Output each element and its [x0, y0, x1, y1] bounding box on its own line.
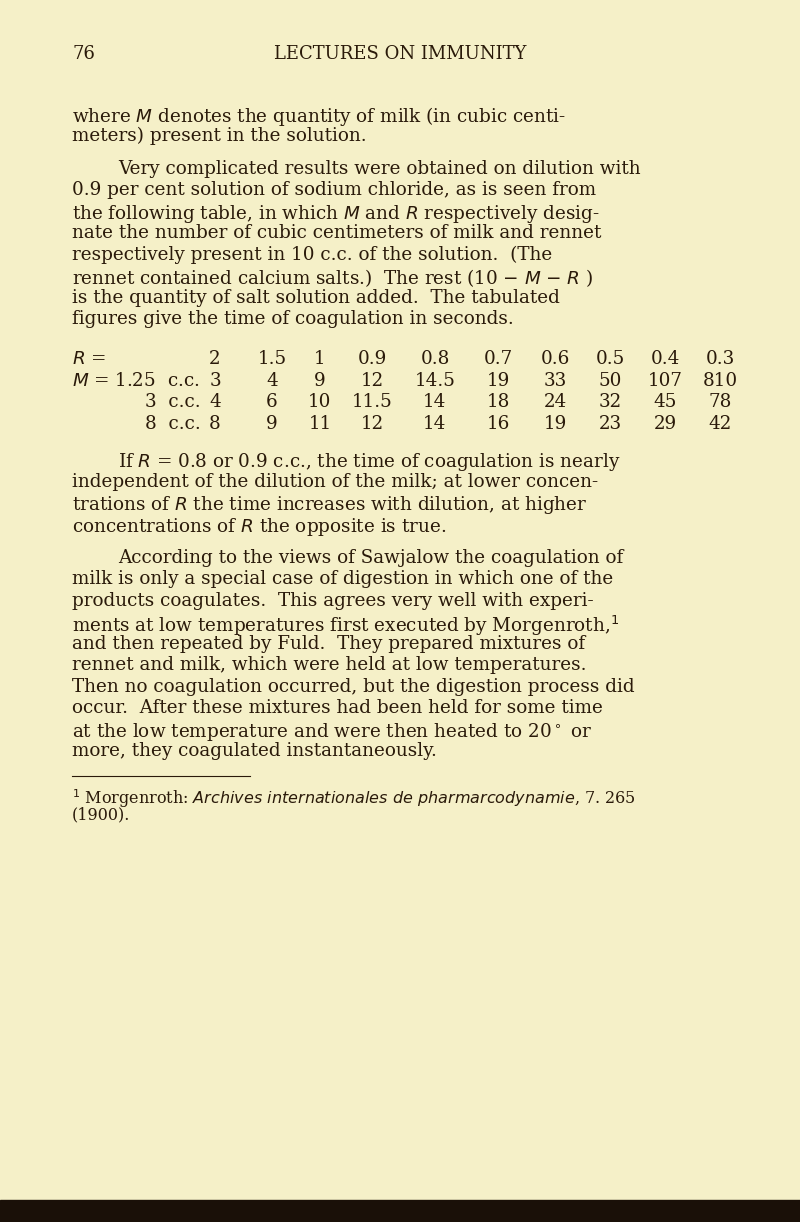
Text: 6: 6	[266, 393, 278, 411]
Text: milk is only a special case of digestion in which one of the: milk is only a special case of digestion…	[72, 571, 614, 589]
Text: 8: 8	[209, 414, 221, 433]
Text: LECTURES ON IMMUNITY: LECTURES ON IMMUNITY	[274, 45, 526, 64]
Text: 0.6: 0.6	[540, 349, 570, 368]
Text: $^1$ Morgenroth: $\mathit{Archives\ internationales\ de\ pharmarcodynamie}$, 7. : $^1$ Morgenroth: $\mathit{Archives\ inte…	[72, 788, 636, 810]
Text: 0.3: 0.3	[706, 349, 734, 368]
Text: 23: 23	[598, 414, 622, 433]
Text: 16: 16	[486, 414, 510, 433]
Text: $\mathit{R}$ =: $\mathit{R}$ =	[72, 349, 106, 368]
Text: 14: 14	[423, 393, 446, 411]
Text: 0.8: 0.8	[420, 349, 450, 368]
Text: figures give the time of coagulation in seconds.: figures give the time of coagulation in …	[72, 310, 514, 329]
Text: 76: 76	[72, 45, 95, 64]
Text: 10: 10	[308, 393, 332, 411]
Text: concentrations of $\mathit{R}$ the opposite is true.: concentrations of $\mathit{R}$ the oppos…	[72, 516, 446, 538]
Text: rennet contained calcium salts.)  The rest (10 $-$ $\mathit{M}$ $-$ $\mathit{R}$: rennet contained calcium salts.) The res…	[72, 268, 594, 290]
Text: 1: 1	[314, 349, 326, 368]
Text: 0.9 per cent solution of sodium chloride, as is seen from: 0.9 per cent solution of sodium chloride…	[72, 181, 596, 199]
Text: 19: 19	[543, 414, 566, 433]
Text: (1900).: (1900).	[72, 807, 130, 824]
Text: 11: 11	[308, 414, 332, 433]
Text: 3  c.c.: 3 c.c.	[145, 393, 201, 411]
Text: 810: 810	[702, 371, 738, 390]
Text: 1.5: 1.5	[258, 349, 286, 368]
Text: 107: 107	[647, 371, 682, 390]
Text: 12: 12	[361, 414, 383, 433]
Text: nate the number of cubic centimeters of milk and rennet: nate the number of cubic centimeters of …	[72, 225, 602, 242]
Text: is the quantity of salt solution added.  The tabulated: is the quantity of salt solution added. …	[72, 288, 560, 307]
Text: where $\mathit{M}$ denotes the quantity of milk (in cubic centi-: where $\mathit{M}$ denotes the quantity …	[72, 105, 566, 128]
Text: ments at low temperatures first executed by Morgenroth,$^1$: ments at low temperatures first executed…	[72, 613, 619, 638]
Text: 8  c.c.: 8 c.c.	[145, 414, 201, 433]
Text: trations of $\mathit{R}$ the time increases with dilution, at higher: trations of $\mathit{R}$ the time increa…	[72, 494, 587, 516]
Text: 4: 4	[266, 371, 278, 390]
Text: meters) present in the solution.: meters) present in the solution.	[72, 127, 366, 144]
Text: 9: 9	[314, 371, 326, 390]
Text: 12: 12	[361, 371, 383, 390]
Text: According to the views of Sawjalow the coagulation of: According to the views of Sawjalow the c…	[118, 549, 623, 567]
Text: 14: 14	[423, 414, 446, 433]
Text: 0.4: 0.4	[650, 349, 680, 368]
Text: 19: 19	[486, 371, 510, 390]
Text: 50: 50	[598, 371, 622, 390]
Text: 18: 18	[486, 393, 510, 411]
Text: 78: 78	[708, 393, 732, 411]
Text: 0.5: 0.5	[595, 349, 625, 368]
Text: more, they coagulated instantaneously.: more, they coagulated instantaneously.	[72, 743, 437, 760]
Text: $\mathit{M}$ = 1.25  c.c.: $\mathit{M}$ = 1.25 c.c.	[72, 371, 199, 390]
Text: and then repeated by Fuld.  They prepared mixtures of: and then repeated by Fuld. They prepared…	[72, 635, 585, 653]
Text: 3: 3	[209, 371, 221, 390]
Text: products coagulates.  This agrees very well with experi-: products coagulates. This agrees very we…	[72, 591, 594, 610]
Text: 0.9: 0.9	[358, 349, 386, 368]
Text: rennet and milk, which were held at low temperatures.: rennet and milk, which were held at low …	[72, 656, 586, 675]
Text: Very complicated results were obtained on dilution with: Very complicated results were obtained o…	[118, 160, 641, 178]
Text: 32: 32	[598, 393, 622, 411]
Text: 9: 9	[266, 414, 278, 433]
Text: 0.7: 0.7	[483, 349, 513, 368]
Text: If $\mathit{R}$ = 0.8 or 0.9 c.c., the time of coagulation is nearly: If $\mathit{R}$ = 0.8 or 0.9 c.c., the t…	[118, 451, 621, 473]
Text: 4: 4	[209, 393, 221, 411]
Text: respectively present in 10 c.c. of the solution.  (The: respectively present in 10 c.c. of the s…	[72, 246, 552, 264]
Text: independent of the dilution of the milk; at lower concen-: independent of the dilution of the milk;…	[72, 473, 598, 491]
Text: 33: 33	[543, 371, 566, 390]
Text: 11.5: 11.5	[352, 393, 392, 411]
Text: occur.  After these mixtures had been held for some time: occur. After these mixtures had been hel…	[72, 699, 603, 717]
Text: 2: 2	[210, 349, 221, 368]
Text: the following table, in which $\mathit{M}$ and $\mathit{R}$ respectively desig-: the following table, in which $\mathit{M…	[72, 203, 599, 225]
Text: Then no coagulation occurred, but the digestion process did: Then no coagulation occurred, but the di…	[72, 678, 634, 697]
Text: at the low temperature and were then heated to 20$^\circ$ or: at the low temperature and were then hea…	[72, 721, 592, 743]
Text: 45: 45	[654, 393, 677, 411]
Text: 42: 42	[708, 414, 732, 433]
Text: 24: 24	[543, 393, 566, 411]
Text: 14.5: 14.5	[414, 371, 455, 390]
Text: 29: 29	[654, 414, 677, 433]
